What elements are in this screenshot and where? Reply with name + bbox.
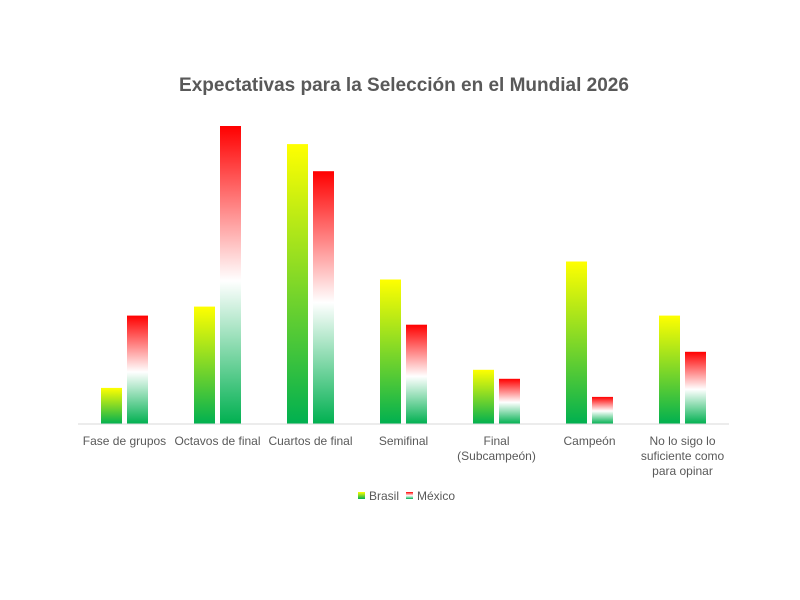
legend-item-brasil[interactable]: Brasil <box>358 489 399 503</box>
x-tick-label-line: No lo sigo lo <box>649 434 715 448</box>
bar-brasil-2[interactable] <box>194 306 215 424</box>
bar-mexico-1[interactable] <box>127 315 148 424</box>
chart-title: Expectativas para la Selección en el Mun… <box>179 75 629 96</box>
x-tick-label-4: Semifinal <box>379 434 428 448</box>
legend-swatch-brasil <box>358 492 365 499</box>
x-tick-label-line: Campeón <box>563 434 615 448</box>
x-tick-label-1: Fase de grupos <box>83 434 166 448</box>
x-tick-label-line: (Subcampeón) <box>457 449 536 463</box>
legend-label-brasil: Brasil <box>369 489 399 503</box>
x-tick-label-line: Octavos de final <box>174 434 260 448</box>
bar-brasil-6[interactable] <box>566 261 587 425</box>
bar-mexico-6[interactable] <box>592 396 613 424</box>
bar-brasil-1[interactable] <box>101 387 122 424</box>
bar-mexico-3[interactable] <box>313 171 334 424</box>
x-tick-label-7: No lo sigo lo suficiente como para opinar <box>641 434 725 478</box>
x-tick-label-line: Cuartos de final <box>268 434 352 448</box>
x-tick-label-line: Semifinal <box>379 434 428 448</box>
x-tick-label-6: Campeón <box>563 434 615 448</box>
x-tick-label-line: para opinar <box>652 464 713 478</box>
x-tick-label-line: Final <box>483 434 509 448</box>
bar-brasil-4[interactable] <box>380 279 401 425</box>
x-tick-label-3: Cuartos de final <box>268 434 352 448</box>
x-tick-label-5: Final (Subcampeón) <box>457 434 536 463</box>
legend-item-mexico[interactable]: México <box>406 489 455 503</box>
x-tick-label-line: Fase de grupos <box>83 434 166 448</box>
bar-mexico-5[interactable] <box>499 378 520 424</box>
legend-swatch-mexico <box>406 492 413 499</box>
bar-mexico-2[interactable] <box>220 126 241 424</box>
x-tick-labels: Fase de grupos Octavos de final Cuartos de… <box>83 434 725 478</box>
x-tick-label-2: Octavos de final <box>174 434 260 448</box>
bar-brasil-7[interactable] <box>659 315 680 424</box>
legend: Brasil México <box>358 489 455 503</box>
bar-mexico-7[interactable] <box>685 351 706 424</box>
bars <box>101 126 706 424</box>
legend-label-mexico: México <box>417 489 455 503</box>
x-tick-label-line: suficiente como <box>641 449 725 463</box>
bar-mexico-4[interactable] <box>406 324 427 424</box>
bar-brasil-5[interactable] <box>473 369 494 424</box>
bar-brasil-3[interactable] <box>287 144 308 424</box>
